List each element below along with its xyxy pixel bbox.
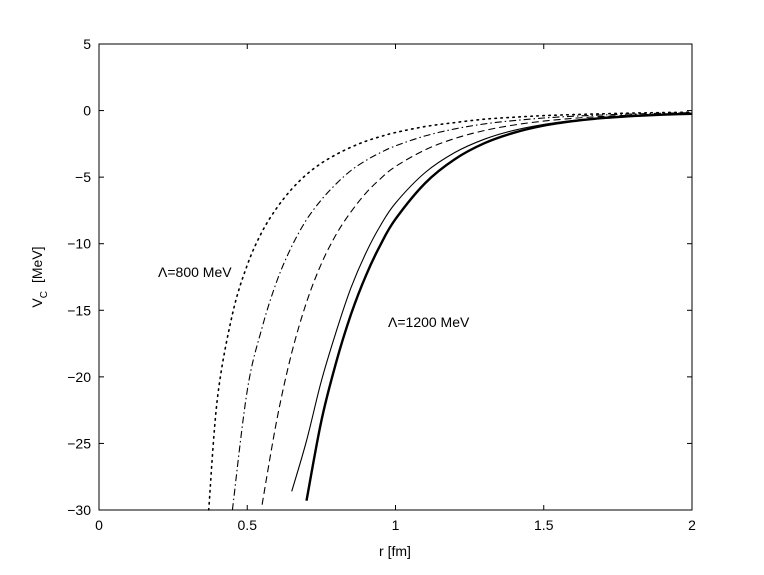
x-axis-label: r [fm] [379,543,411,559]
curve-dashed [261,112,693,505]
y-tick-label: −15 [67,302,91,318]
y-axis-ticks: 5 0 −5 −10 −15 −20 −25 −30 [67,36,692,518]
y-axis-label-main: V [29,298,45,308]
svg-text:VC[MeV]: VC [MeV] [29,246,50,307]
y-tick-label: −30 [67,502,91,518]
y-tick-label: 0 [83,103,91,119]
curve-dotted [207,111,693,511]
x-tick-label: 1 [392,517,400,533]
curves-layer [207,111,693,511]
x-tick-label: 2 [688,517,696,533]
x-axis-ticks: 0 0.5 1 1.5 2 [95,44,696,533]
x-tick-label: 0 [95,517,103,533]
y-tick-label: −20 [67,369,91,385]
y-axis-label-unit: [MeV] [29,246,45,283]
y-axis-label-subscript: C [39,291,50,298]
x-tick-label: 1.5 [534,517,554,533]
y-tick-label: −5 [75,169,91,185]
annotation-lambda-800: Λ=800 MeV [158,264,232,280]
y-tick-label: −10 [67,236,91,252]
y-tick-label: −25 [67,435,91,451]
y-axis-label: VC [MeV] [29,246,50,307]
curve-dashdot [231,112,693,511]
curve-solid-thick [305,112,693,501]
y-tick-label: 5 [83,36,91,52]
annotation-lambda-1200: Λ=1200 MeV [388,314,470,330]
x-tick-label: 0.5 [238,517,258,533]
